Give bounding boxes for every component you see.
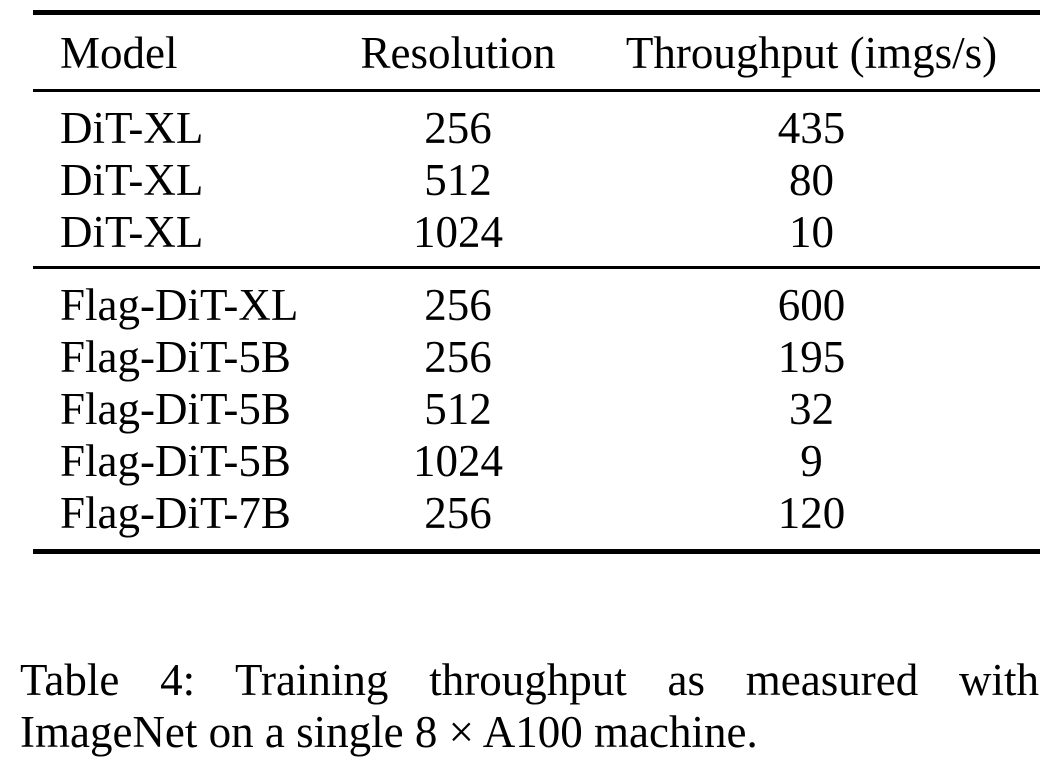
- model-cell: Flag-DiT-5B: [60, 332, 291, 382]
- table-row: Flag-DiT-7B 256 120: [33, 487, 1040, 552]
- throughput-cell: 9: [800, 436, 823, 486]
- resolution-cell: 256: [424, 332, 492, 382]
- resolution-cell: 256: [424, 488, 492, 538]
- resolution-cell: 256: [424, 103, 492, 153]
- table-row: Flag-DiT-5B 256 195: [33, 331, 1040, 383]
- table-group-dit: DiT-XL 256 435 DiT-XL 512 80 DiT-XL 1024…: [33, 91, 1040, 268]
- throughput-cell: 435: [777, 103, 846, 153]
- throughput-cell: 120: [777, 488, 846, 538]
- table-caption: Table 4: Training throughput as measured…: [20, 654, 1039, 758]
- resolution-cell: 512: [424, 384, 492, 434]
- paper-table-figure: Model Resolution Throughput (imgs/s) DiT…: [0, 10, 1059, 779]
- table-group-flag-dit: Flag-DiT-XL 256 600 Flag-DiT-5B 256 195 …: [33, 268, 1040, 552]
- header-resolution: Resolution: [360, 28, 556, 78]
- table-row: Flag-DiT-5B 512 32: [33, 383, 1040, 435]
- resolution-cell: 512: [424, 155, 492, 205]
- caption-line-1: Table 4: Training throughput as measured…: [20, 655, 1039, 705]
- caption-line-2: ImageNet on a single 8 × A100 machine.: [20, 707, 758, 757]
- model-cell: DiT-XL: [60, 155, 204, 205]
- throughput-cell: 10: [789, 207, 834, 257]
- header-throughput: Throughput (imgs/s): [625, 28, 998, 78]
- model-cell: DiT-XL: [60, 207, 204, 257]
- throughput-cell: 32: [789, 384, 834, 434]
- model-cell: Flag-DiT-XL: [60, 280, 299, 330]
- header-model: Model: [60, 28, 178, 78]
- throughput-cell: 600: [777, 280, 846, 330]
- table-header-row: Model Resolution Throughput (imgs/s): [33, 13, 1040, 91]
- throughput-table: Model Resolution Throughput (imgs/s) DiT…: [33, 10, 1040, 554]
- table-row: Flag-DiT-XL 256 600: [33, 268, 1040, 332]
- model-cell: Flag-DiT-5B: [60, 384, 291, 434]
- resolution-cell: 1024: [413, 436, 503, 486]
- model-cell: DiT-XL: [60, 103, 204, 153]
- throughput-cell: 80: [789, 155, 834, 205]
- throughput-cell: 195: [777, 332, 846, 382]
- table-row: DiT-XL 1024 10: [33, 206, 1040, 268]
- table-row: DiT-XL 512 80: [33, 154, 1040, 206]
- model-cell: Flag-DiT-5B: [60, 436, 291, 486]
- table-row: DiT-XL 256 435: [33, 91, 1040, 155]
- resolution-cell: 256: [424, 280, 492, 330]
- resolution-cell: 1024: [413, 207, 503, 257]
- model-cell: Flag-DiT-7B: [60, 488, 291, 538]
- table-row: Flag-DiT-5B 1024 9: [33, 435, 1040, 487]
